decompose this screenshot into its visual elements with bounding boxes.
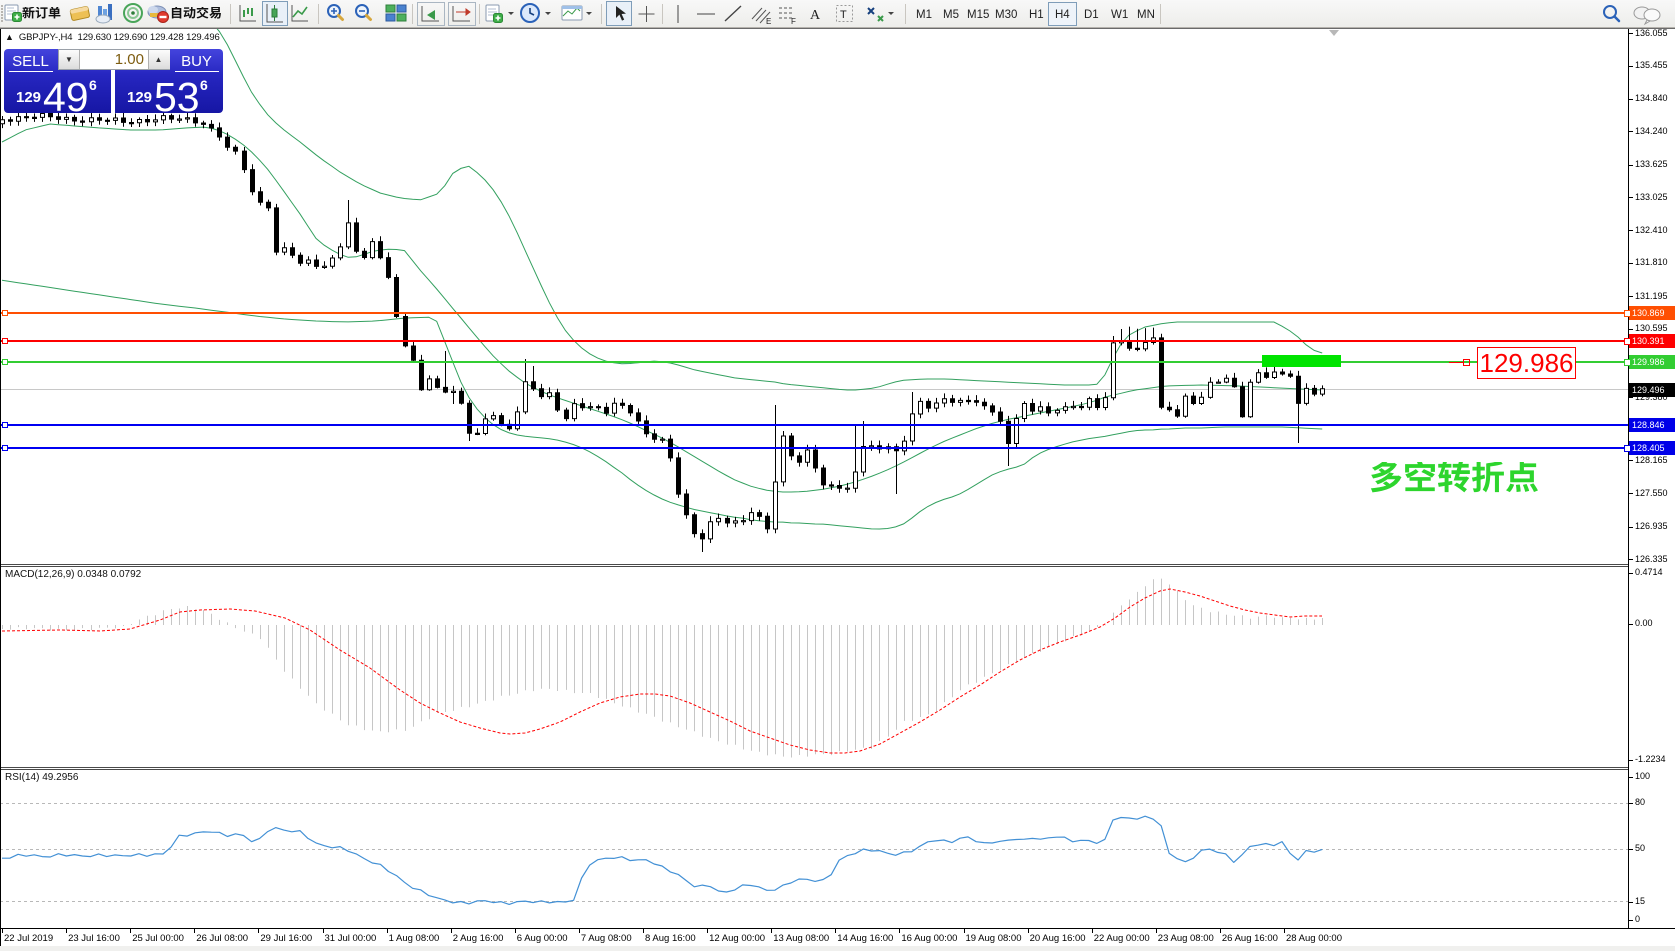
svg-text:A: A [810,8,821,23]
svg-text:F: F [791,17,796,26]
svg-text:T: T [840,9,847,21]
svg-text:W1: W1 [1111,9,1128,21]
svg-text:E: E [766,17,771,26]
svg-text:M5: M5 [943,9,959,21]
svg-text:M1: M1 [916,9,932,21]
svg-text:H4: H4 [1055,9,1070,21]
svg-text:M30: M30 [995,9,1017,21]
svg-text:M15: M15 [967,9,989,21]
svg-text:MN: MN [1137,9,1155,21]
svg-text:D1: D1 [1084,9,1099,21]
svg-text:H1: H1 [1029,9,1044,21]
